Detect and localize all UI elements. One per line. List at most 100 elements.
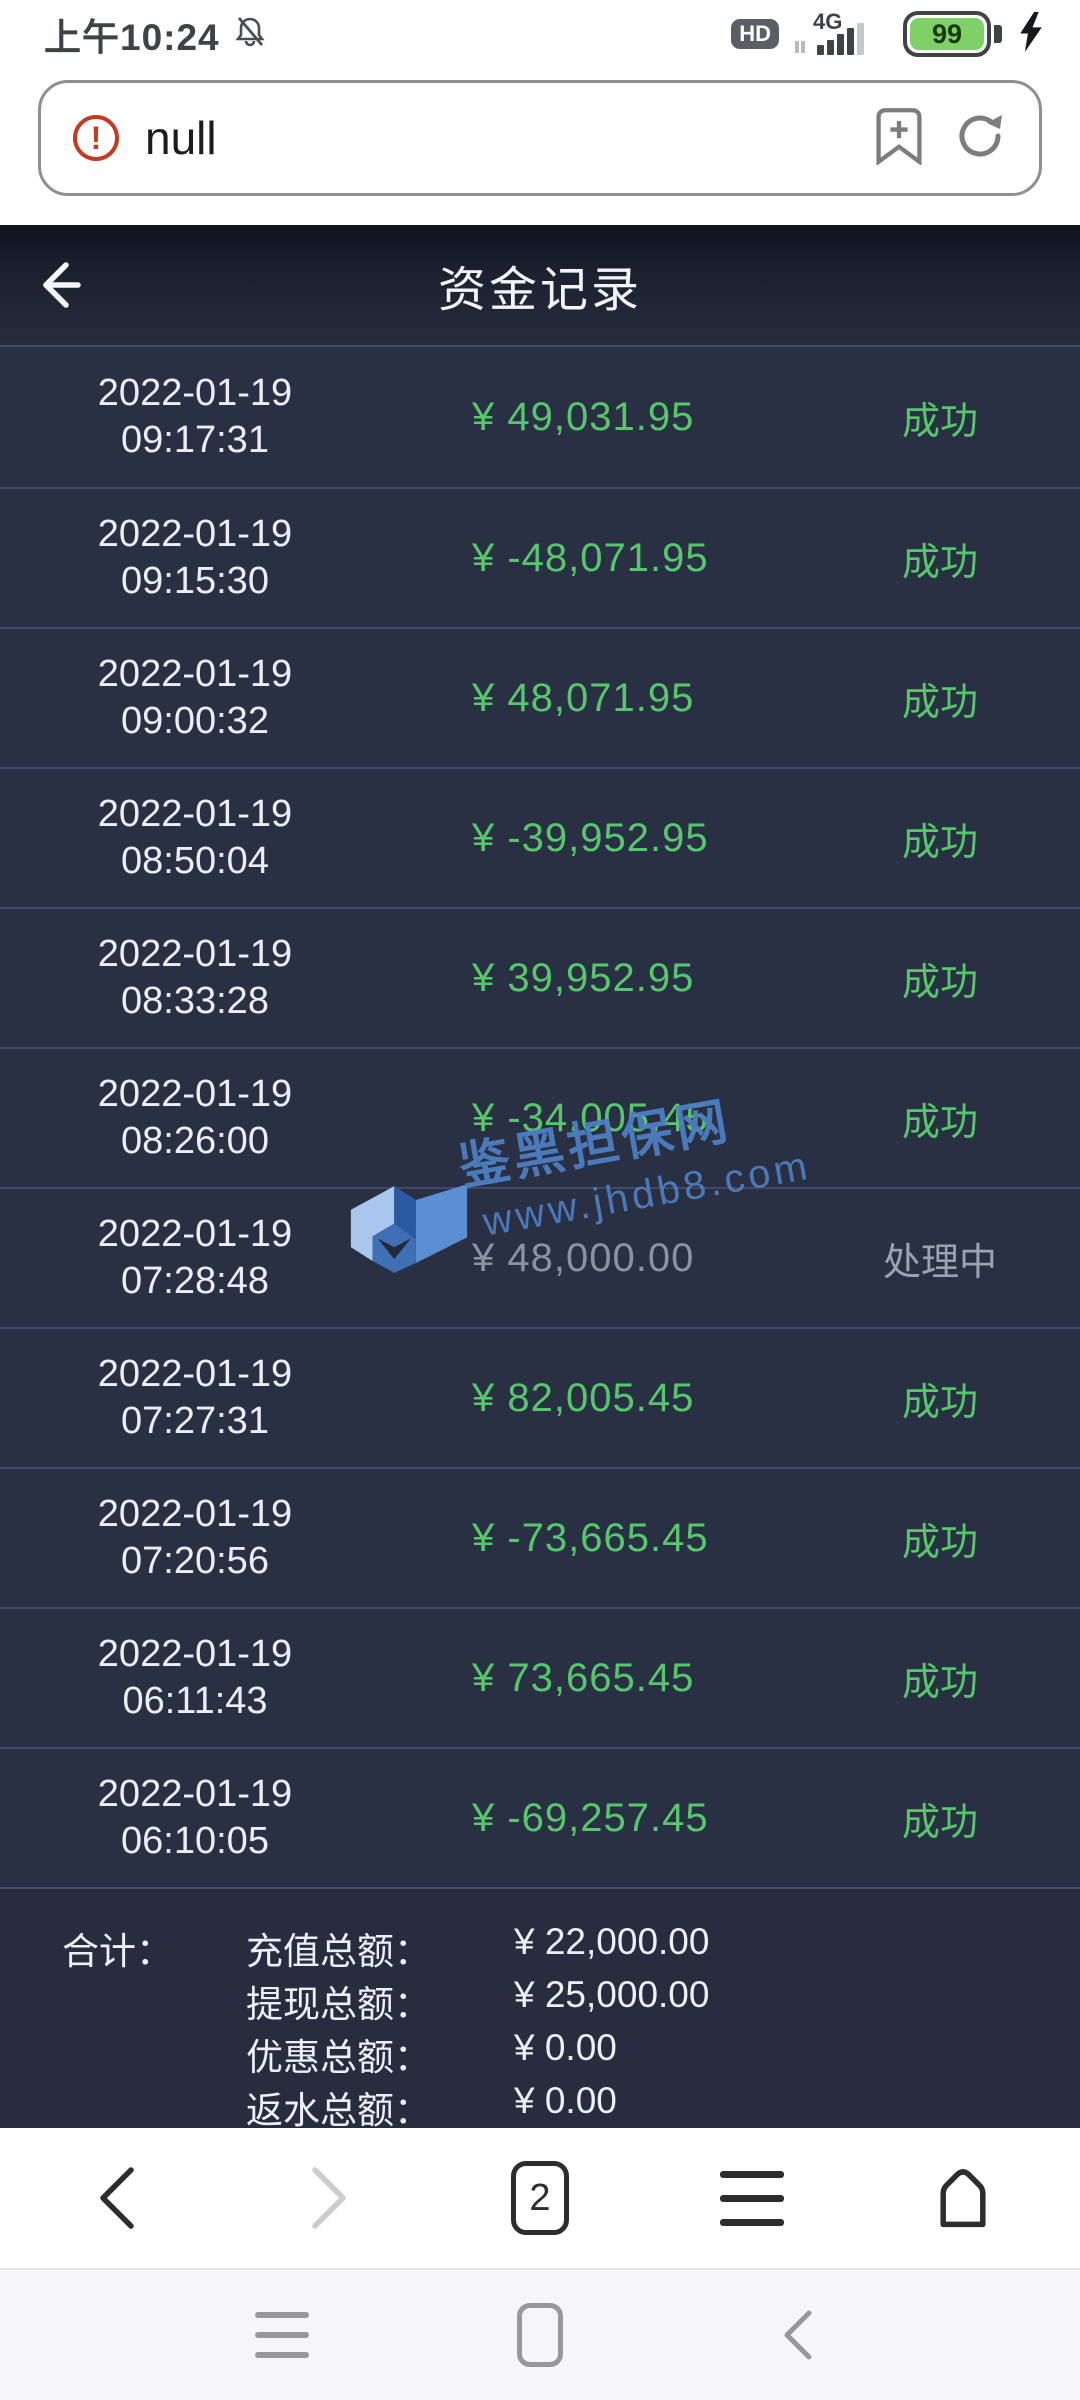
browser-home-button[interactable] — [918, 2153, 1008, 2243]
status-time: 上午10:24 — [44, 17, 220, 58]
transaction-list: 2022-01-19 09:17:31 ¥ 49,031.95 成功 2022-… — [0, 345, 1080, 1887]
summary-label: 返水总额： — [246, 2090, 431, 2131]
table-row: 2022-01-19 09:00:32 ¥ 48,071.95 成功 — [0, 627, 1080, 767]
txn-status: 成功 — [901, 1801, 978, 1844]
txn-datetime: 2022-01-19 08:26:00 — [0, 1071, 390, 1165]
txn-status: 处理中 — [882, 1241, 997, 1284]
table-row: 2022-01-19 06:10:05 ¥ -69,257.45 成功 — [0, 1747, 1080, 1887]
txn-date: 2022-01-19 — [97, 1633, 293, 1675]
browser-forward-button[interactable] — [284, 2153, 374, 2243]
txn-amount: ¥ 82,005.45 — [472, 1375, 695, 1420]
page-title: 资金记录 — [437, 264, 642, 317]
system-home-button[interactable] — [495, 2290, 585, 2380]
txn-status: 成功 — [901, 681, 978, 724]
txn-time: 07:20:56 — [121, 1540, 269, 1582]
url-bar[interactable]: ! null — [38, 80, 1042, 196]
table-row: 2022-01-19 08:33:28 ¥ 39,952.95 成功 — [0, 907, 1080, 1047]
browser-menu-button[interactable] — [707, 2153, 797, 2243]
back-button[interactable] — [34, 250, 104, 320]
table-row: 2022-01-19 09:17:31 ¥ 49,031.95 成功 — [0, 347, 1080, 487]
txn-time: 09:00:32 — [121, 700, 269, 742]
summary-value: ¥ 0.00 — [514, 2027, 617, 2068]
table-row: 2022-01-19 08:50:04 ¥ -39,952.95 成功 — [0, 767, 1080, 907]
summary-row: 返水总额： ¥ 0.00 — [246, 2080, 709, 2133]
txn-status: 成功 — [901, 961, 978, 1004]
app-header: 资金记录 — [0, 225, 1080, 345]
system-nav-bar — [0, 2268, 1080, 2400]
refresh-icon[interactable] — [953, 109, 1007, 168]
browser-nav-bar: 2 — [0, 2128, 1080, 2268]
home-square-icon — [517, 2303, 563, 2367]
summary-label: 充值总额： — [246, 1931, 431, 1972]
bookmark-add-icon[interactable] — [875, 107, 923, 170]
txn-datetime: 2022-01-19 09:17:31 — [0, 370, 390, 464]
txn-amount: ¥ -34,005.45 — [472, 1095, 709, 1140]
txn-amount: ¥ -73,665.45 — [472, 1515, 709, 1560]
summary-label: 优惠总额： — [246, 2037, 431, 2078]
battery-icon: 99 — [903, 11, 1002, 57]
hd-badge: HD — [731, 19, 779, 49]
summary-row: 优惠总额： ¥ 0.00 — [246, 2027, 709, 2080]
txn-status: 成功 — [901, 821, 978, 864]
txn-time: 08:26:00 — [121, 1120, 269, 1162]
txn-date: 2022-01-19 — [97, 1773, 293, 1815]
summary-row: 提现总额： ¥ 25,000.00 — [246, 1974, 709, 2027]
arrow-left-icon — [43, 262, 81, 308]
summary-value: ¥ 22,000.00 — [514, 1921, 710, 1962]
txn-datetime: 2022-01-19 08:50:04 — [0, 791, 390, 885]
txn-time: 08:33:28 — [121, 980, 269, 1022]
tab-counter-button[interactable]: 2 — [495, 2153, 585, 2243]
tab-count: 2 — [529, 2176, 551, 2219]
network-type-label: 4G — [813, 9, 843, 34]
txn-amount: ¥ 73,665.45 — [472, 1655, 695, 1700]
url-text[interactable]: null — [145, 112, 217, 164]
txn-datetime: 2022-01-19 06:11:43 — [0, 1631, 390, 1725]
txn-datetime: 2022-01-19 07:20:56 — [0, 1491, 390, 1585]
txn-time: 06:10:05 — [121, 1820, 269, 1862]
table-row: 2022-01-19 09:15:30 ¥ -48,071.95 成功 — [0, 487, 1080, 627]
summary-label: 提现总额： — [246, 1984, 431, 2025]
txn-status: 成功 — [901, 1101, 978, 1144]
browser-url-row: ! null — [0, 60, 1080, 225]
summary-value: ¥ 0.00 — [514, 2080, 617, 2121]
txn-amount: ¥ -69,257.45 — [472, 1795, 709, 1840]
txn-status: 成功 — [901, 400, 978, 443]
txn-date: 2022-01-19 — [97, 793, 293, 835]
txn-date: 2022-01-19 — [97, 933, 293, 975]
txn-time: 09:15:30 — [121, 560, 269, 602]
txn-status: 成功 — [901, 1661, 978, 1704]
txn-datetime: 2022-01-19 08:33:28 — [0, 931, 390, 1025]
charging-bolt-icon — [1018, 11, 1044, 57]
summary-row: 充值总额： ¥ 22,000.00 — [246, 1921, 709, 1974]
sim-arrows-icon — [795, 41, 805, 53]
txn-amount: ¥ 49,031.95 — [472, 394, 695, 439]
txn-datetime: 2022-01-19 09:15:30 — [0, 511, 390, 605]
txn-date: 2022-01-19 — [97, 653, 293, 695]
table-row: 2022-01-19 07:27:31 ¥ 82,005.45 成功 — [0, 1327, 1080, 1467]
txn-status: 成功 — [901, 1521, 978, 1564]
system-back-button[interactable] — [753, 2290, 843, 2380]
summary-total-label: 合计： — [62, 1931, 173, 1972]
browser-back-button[interactable] — [72, 2153, 162, 2243]
table-row: 2022-01-19 08:26:00 ¥ -34,005.45 成功 — [0, 1047, 1080, 1187]
txn-time: 08:50:04 — [121, 840, 269, 882]
txn-date: 2022-01-19 — [97, 1353, 293, 1395]
txn-amount: ¥ -48,071.95 — [472, 535, 709, 580]
txn-date: 2022-01-19 — [97, 513, 293, 555]
table-row: 2022-01-19 06:11:43 ¥ 73,665.45 成功 — [0, 1607, 1080, 1747]
txn-amount: ¥ 48,000.00 — [472, 1235, 695, 1280]
status-bar: 上午10:24 HD 4G 99 — [0, 0, 1080, 60]
summary-rows: 充值总额： ¥ 22,000.00 提现总额： ¥ 25,000.00 优惠总额… — [246, 1921, 709, 2131]
txn-datetime: 2022-01-19 09:00:32 — [0, 651, 390, 745]
table-row: 2022-01-19 07:20:56 ¥ -73,665.45 成功 — [0, 1467, 1080, 1607]
txn-time: 06:11:43 — [122, 1680, 268, 1722]
txn-amount: ¥ -39,952.95 — [472, 815, 709, 860]
house-icon — [940, 2169, 986, 2228]
menu-icon — [719, 2170, 784, 2226]
txn-date: 2022-01-19 — [97, 1213, 293, 1255]
recent-apps-button[interactable] — [237, 2290, 327, 2380]
battery-percent: 99 — [910, 18, 984, 50]
txn-time: 09:17:31 — [121, 419, 269, 461]
summary-section: 合计： 充值总额： ¥ 22,000.00 提现总额： ¥ 25,000.00 … — [0, 1887, 1080, 2131]
txn-status: 成功 — [901, 541, 978, 584]
